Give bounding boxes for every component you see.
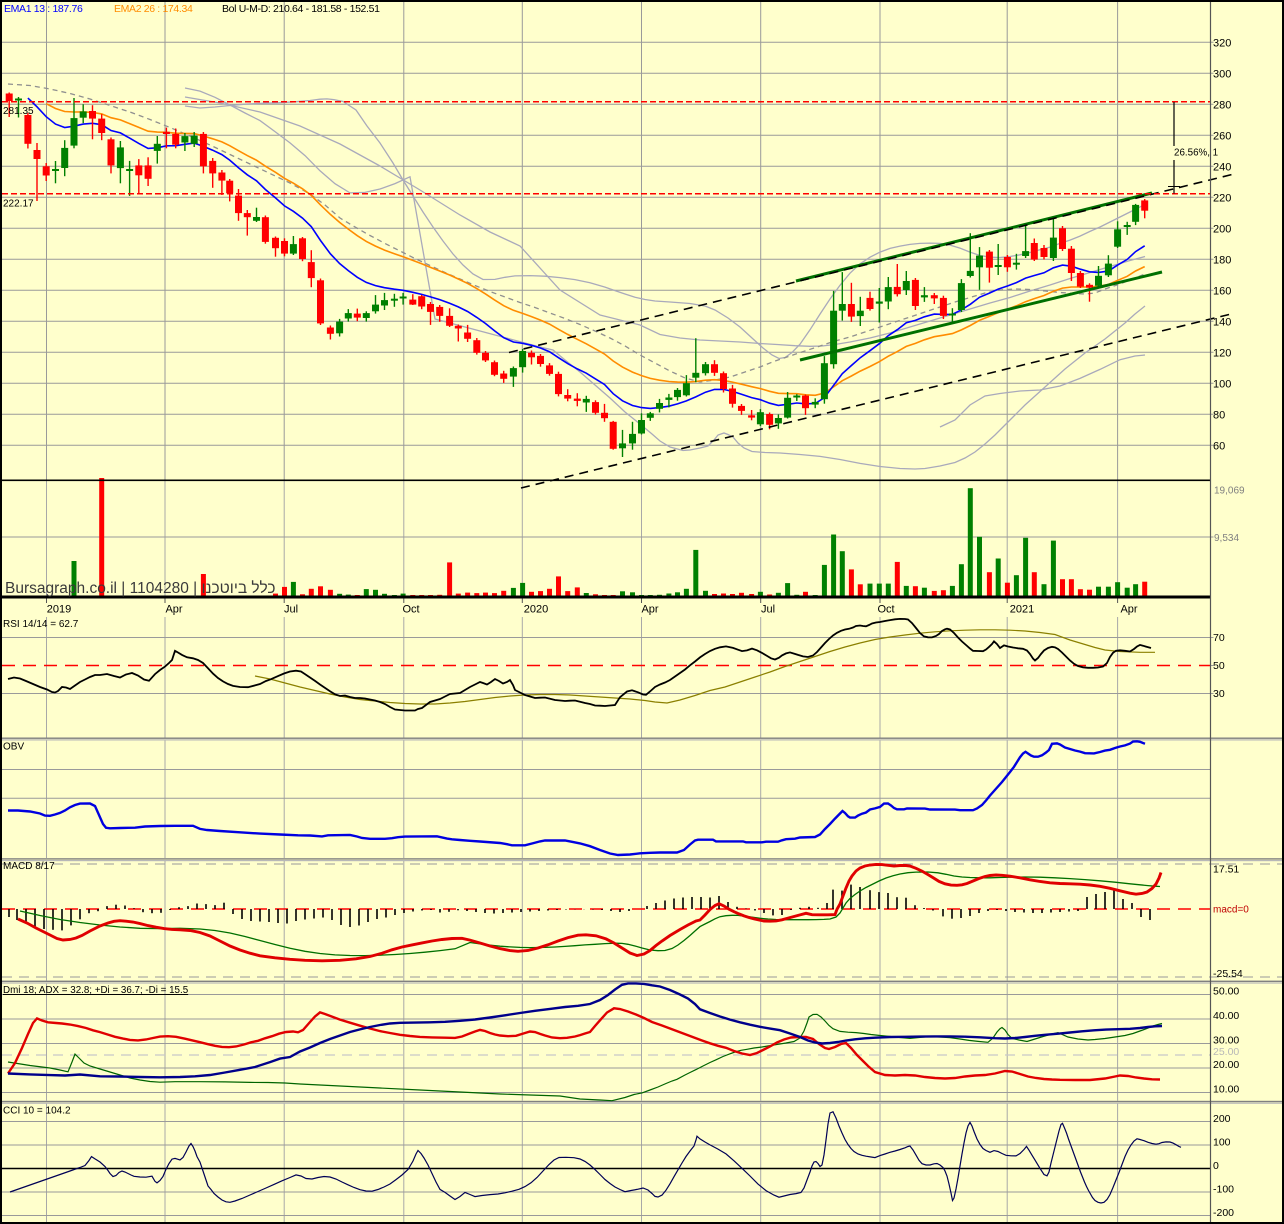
svg-text:Oct: Oct — [877, 604, 894, 616]
svg-text:120: 120 — [1213, 347, 1231, 359]
svg-text:macd=0: macd=0 — [1213, 905, 1249, 916]
svg-text:2021: 2021 — [1010, 604, 1034, 616]
svg-text:MACD 8/17: MACD 8/17 — [3, 861, 55, 872]
svg-text:200: 200 — [1213, 1113, 1231, 1125]
svg-text:CCI 10 = 104.2: CCI 10 = 104.2 — [3, 1106, 71, 1117]
svg-text:70: 70 — [1213, 632, 1225, 644]
svg-text:9,534: 9,534 — [1214, 533, 1239, 544]
svg-text:100: 100 — [1213, 1137, 1231, 1149]
svg-text:-25.54: -25.54 — [1213, 968, 1243, 980]
svg-text:20.00: 20.00 — [1213, 1059, 1239, 1071]
svg-text:220: 220 — [1213, 192, 1231, 204]
svg-text:60: 60 — [1213, 440, 1225, 452]
svg-text:280: 280 — [1213, 99, 1231, 111]
svg-text:320: 320 — [1213, 37, 1231, 49]
svg-text:100: 100 — [1213, 378, 1231, 390]
svg-text:240: 240 — [1213, 161, 1231, 173]
svg-text:-100: -100 — [1213, 1184, 1234, 1196]
svg-text:26.56%, 1: 26.56%, 1 — [1174, 148, 1218, 159]
svg-text:140: 140 — [1213, 316, 1231, 328]
svg-text:260: 260 — [1213, 130, 1231, 142]
svg-text:Dmi 18; ADX = 32.8; +Di = 36.7: Dmi 18; ADX = 32.8; +Di = 36.7; -Di = 15… — [3, 985, 189, 996]
svg-text:281.35: 281.35 — [3, 106, 34, 117]
svg-text:25.00: 25.00 — [1213, 1046, 1239, 1058]
svg-text:Bursagraph.co.il | 1104280 | כ: Bursagraph.co.il | 1104280 | כלל ביוטכנו — [5, 580, 276, 597]
svg-text:Apr: Apr — [1120, 604, 1137, 616]
svg-text:50.00: 50.00 — [1213, 986, 1239, 998]
svg-text:Jul: Jul — [284, 604, 298, 616]
svg-text:0: 0 — [1213, 1160, 1219, 1172]
svg-text:17.51: 17.51 — [1213, 864, 1239, 876]
svg-text:Jul: Jul — [761, 604, 775, 616]
svg-text:OBV: OBV — [3, 742, 24, 753]
svg-text:10.00: 10.00 — [1213, 1084, 1239, 1096]
svg-text:180: 180 — [1213, 254, 1231, 266]
svg-text:2020: 2020 — [524, 604, 548, 616]
svg-text:40.00: 40.00 — [1213, 1010, 1239, 1022]
svg-text:Bol U-M-D: 210.64 - 181.58 - 1: Bol U-M-D: 210.64 - 181.58 - 152.51 — [222, 3, 380, 15]
svg-text:19,069: 19,069 — [1214, 486, 1245, 497]
svg-text:200: 200 — [1213, 223, 1231, 235]
svg-text:EMA1 13 : 187.76: EMA1 13 : 187.76 — [4, 3, 83, 15]
svg-text:30.00: 30.00 — [1213, 1035, 1239, 1047]
svg-text:EMA2 26 : 174.34: EMA2 26 : 174.34 — [114, 3, 193, 15]
svg-text:Apr: Apr — [641, 604, 658, 616]
svg-text:50: 50 — [1213, 660, 1225, 672]
svg-text:80: 80 — [1213, 409, 1225, 421]
svg-text:2019: 2019 — [47, 604, 71, 616]
svg-text:160: 160 — [1213, 285, 1231, 297]
svg-text:30: 30 — [1213, 688, 1225, 700]
svg-text:300: 300 — [1213, 68, 1231, 80]
svg-text:-200: -200 — [1213, 1207, 1234, 1219]
svg-text:222.17: 222.17 — [3, 199, 34, 210]
svg-text:Apr: Apr — [165, 604, 182, 616]
svg-text:Oct: Oct — [402, 604, 419, 616]
svg-text:RSI 14/14 = 62.7: RSI 14/14 = 62.7 — [3, 619, 79, 630]
